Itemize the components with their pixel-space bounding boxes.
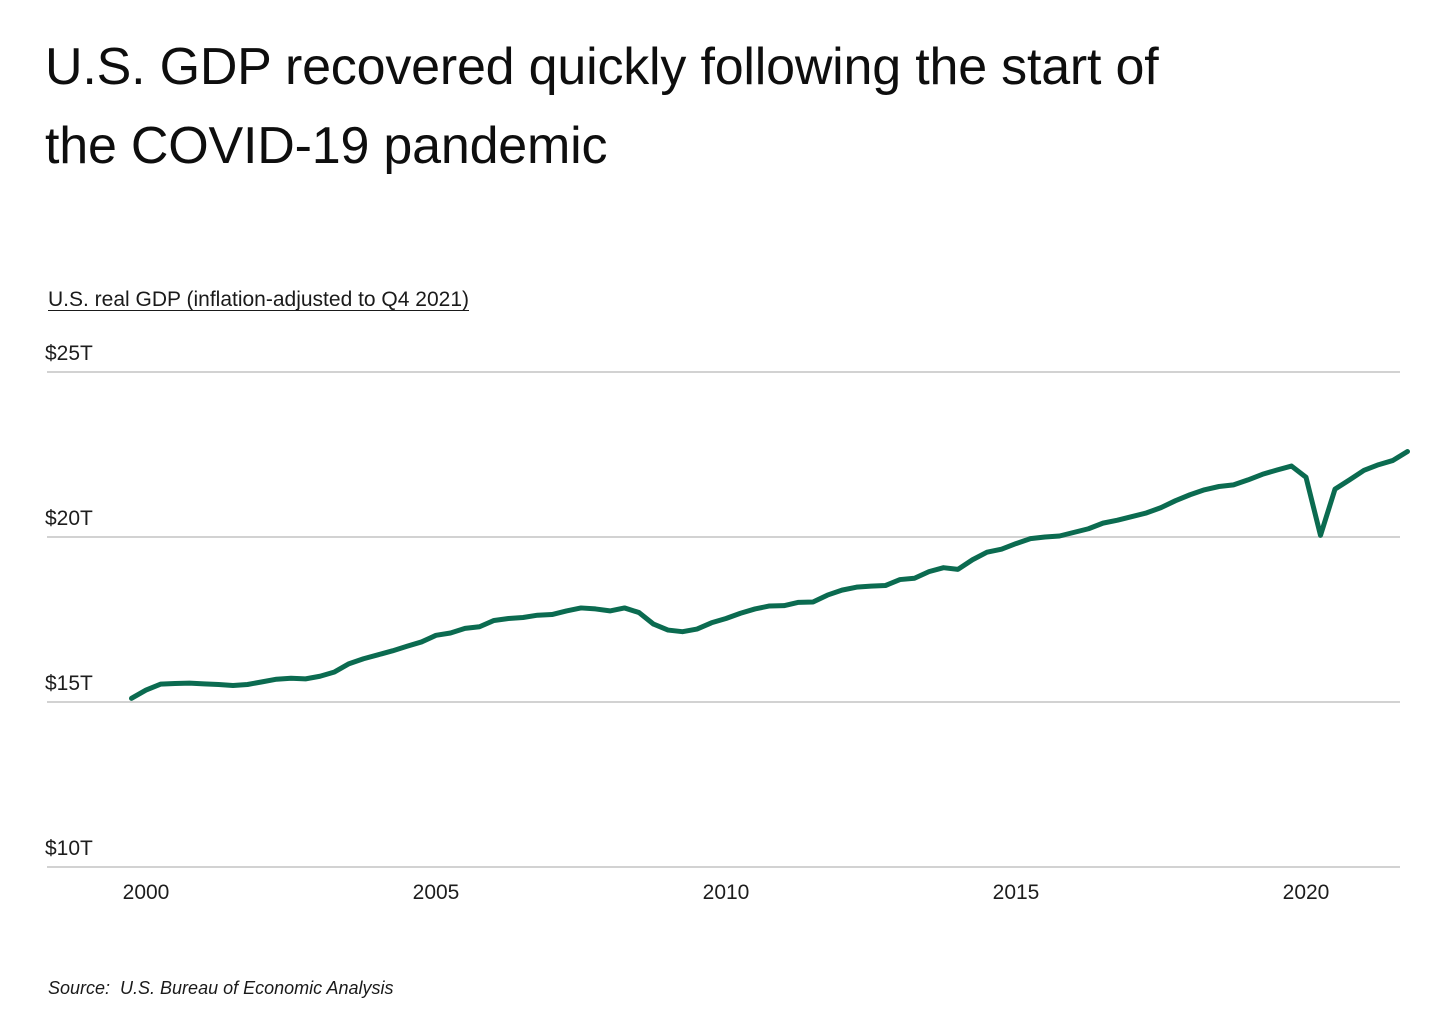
gridline-25t <box>47 371 1400 373</box>
series-label: U.S. real GDP (inflation-adjusted to Q4 … <box>48 288 469 311</box>
x-tick-label-2000: 2000 <box>122 881 170 904</box>
source-note: Source: U.S. Bureau of Economic Analysis <box>48 978 394 998</box>
gridline-15t <box>47 701 1400 703</box>
y-tick-label-20t: $20T <box>45 507 93 530</box>
x-tick-label-2015: 2015 <box>992 881 1040 904</box>
page-title: U.S. GDP recovered quickly following the… <box>45 38 1159 176</box>
x-tick-label-2005: 2005 <box>412 881 460 904</box>
gridline-10t <box>47 866 1400 868</box>
y-tick-label-10t: $10T <box>45 837 93 860</box>
gridline-20t <box>47 536 1400 538</box>
x-tick-label-2010: 2010 <box>702 881 750 904</box>
x-tick-label-2020: 2020 <box>1282 881 1330 904</box>
y-tick-label-25t: $25T <box>45 342 93 365</box>
gdp-line-path <box>129 449 1410 701</box>
y-tick-label-15t: $15T <box>45 672 93 695</box>
